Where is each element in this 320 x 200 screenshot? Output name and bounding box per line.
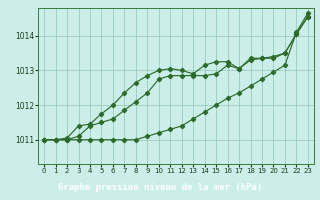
Text: Graphe pression niveau de la mer (hPa): Graphe pression niveau de la mer (hPa) — [58, 183, 262, 192]
